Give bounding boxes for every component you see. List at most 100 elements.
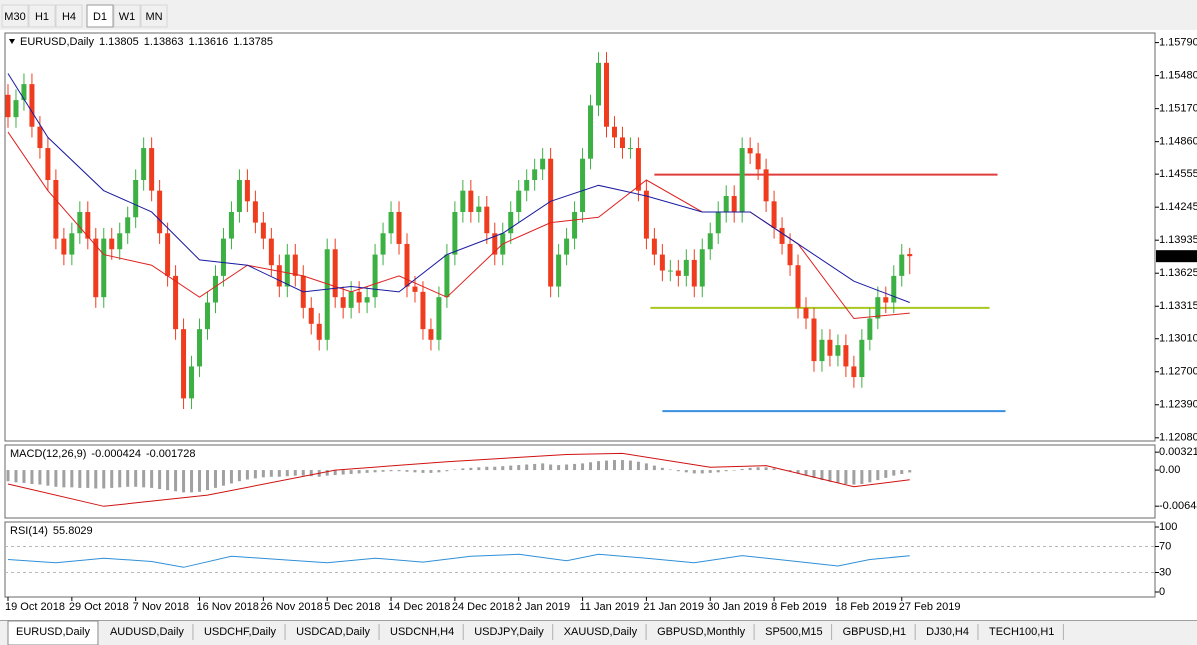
timeframe-label[interactable]: W1 <box>119 11 136 23</box>
symbol-tab-label[interactable]: XAUUSD,Daily <box>564 626 638 638</box>
symbol-tab[interactable] <box>834 621 915 643</box>
timeframe-label[interactable]: H4 <box>62 11 76 23</box>
symbol-tab[interactable] <box>555 621 646 643</box>
timeframe-button[interactable] <box>140 4 168 28</box>
candle-body <box>356 291 362 303</box>
histogram-bar <box>668 469 672 471</box>
indicator-line <box>7 452 910 507</box>
symbol-tab[interactable] <box>101 621 192 643</box>
histogram-bar <box>182 470 186 493</box>
histogram-bar <box>796 470 800 474</box>
histogram-bar <box>46 470 50 486</box>
timeframe-button[interactable] <box>86 4 114 28</box>
x-tick-label: 27 Feb 2019 <box>899 601 961 613</box>
histogram-bar <box>445 470 449 472</box>
symbol-tab-label[interactable]: USDCNH,H4 <box>390 626 454 638</box>
histogram-bar <box>221 470 225 486</box>
timeframe-label[interactable]: MN <box>145 11 162 23</box>
y-tick-label: 1.14245 <box>1159 201 1197 213</box>
symbol-tab-label[interactable]: TECH100,H1 <box>989 626 1054 638</box>
symbol-tab-label[interactable]: GBPUSD,Monthly <box>657 626 746 638</box>
candle-body <box>284 254 290 287</box>
histogram-bar <box>644 463 648 471</box>
histogram-bar <box>261 470 265 478</box>
histogram-bar <box>365 470 369 473</box>
symbol-tab-label[interactable]: AUDUSD,Daily <box>110 626 184 638</box>
candle-body <box>731 195 737 212</box>
y-tick-label: 1.13625 <box>1159 267 1197 279</box>
candle-body <box>45 148 51 181</box>
candle-body <box>133 180 139 218</box>
y-tick-label: 1.14555 <box>1159 168 1197 180</box>
candle-body <box>572 211 578 239</box>
candle-body <box>85 211 91 239</box>
candle-body <box>819 339 825 362</box>
histogram-bar <box>229 470 233 484</box>
x-tick-label: 2 Jan 2019 <box>516 601 570 613</box>
histogram-bar <box>174 470 178 492</box>
candle-body <box>699 249 705 287</box>
candle-body <box>747 148 753 154</box>
histogram-bar <box>549 464 553 471</box>
y-tick-label: 1.15790 <box>1159 36 1197 48</box>
candle-body <box>635 148 641 191</box>
timeframe-button[interactable] <box>28 4 56 28</box>
candle-body <box>260 222 266 239</box>
symbol-tab[interactable] <box>466 621 552 643</box>
candle-body <box>13 100 19 118</box>
candle-body <box>867 318 873 340</box>
symbol-tab-label[interactable]: GBPUSD,H1 <box>843 626 907 638</box>
histogram-bar <box>118 470 122 488</box>
candle-body <box>268 238 274 266</box>
candle-body <box>492 233 498 255</box>
y-tick-label: 0.003216 <box>1159 446 1197 458</box>
candle-body <box>141 148 147 181</box>
timeframe-label[interactable]: D1 <box>93 11 107 23</box>
symbol-tab[interactable] <box>7 620 99 645</box>
candle-body <box>316 323 322 340</box>
x-tick-label: 5 Dec 2018 <box>324 601 380 613</box>
symbol-tab[interactable] <box>649 621 754 643</box>
symbol-tab[interactable] <box>382 621 463 643</box>
candle-body <box>532 169 538 181</box>
symbol-tab-label[interactable]: USDCAD,Daily <box>296 626 370 638</box>
candle-body <box>212 275 218 303</box>
symbol-tab[interactable] <box>195 621 285 643</box>
candle-body <box>811 318 817 362</box>
symbol-tab[interactable] <box>918 621 977 643</box>
ohlc-value: 1.13805 <box>99 36 139 48</box>
y-tick-label: 1.12080 <box>1159 432 1197 444</box>
histogram-bar <box>357 470 361 474</box>
x-tick-label: 26 Nov 2018 <box>260 601 322 613</box>
candle-body <box>5 94 11 118</box>
candle-body <box>771 201 777 228</box>
candle-body <box>524 180 530 191</box>
candle-body <box>795 265 801 308</box>
symbol-tab-label[interactable]: EURUSD,Daily <box>16 626 90 638</box>
candle-body <box>444 254 450 298</box>
histogram-bar <box>676 470 680 472</box>
timeframe-button[interactable] <box>1 4 29 28</box>
symbol-tab[interactable] <box>980 621 1063 643</box>
candle-body <box>404 243 410 287</box>
symbol-tab[interactable] <box>288 621 379 643</box>
timeframe-button[interactable] <box>55 4 83 28</box>
candle-body <box>396 211 402 244</box>
symbol-tab-label[interactable]: USDCHF,Daily <box>204 626 277 638</box>
symbol-tab-label[interactable]: SP500,M15 <box>765 626 822 638</box>
symbol-tab-label[interactable]: USDJPY,Daily <box>474 626 544 638</box>
histogram-bar <box>620 460 624 471</box>
timeframe-label[interactable]: M30 <box>4 11 25 23</box>
symbol-tab[interactable] <box>757 621 831 643</box>
x-tick-label: 7 Nov 2018 <box>133 601 189 613</box>
candle-body <box>604 62 609 127</box>
candle-body <box>675 270 681 276</box>
candle-body <box>460 190 466 212</box>
timeframe-button[interactable] <box>113 4 141 28</box>
candle-body <box>93 238 99 298</box>
histogram-bar <box>190 470 194 493</box>
histogram-bar <box>78 470 82 488</box>
timeframe-label[interactable]: H1 <box>35 11 49 23</box>
symbol-tab-label[interactable]: DJ30,H4 <box>926 626 969 638</box>
x-tick-label: 30 Jan 2019 <box>707 601 768 613</box>
